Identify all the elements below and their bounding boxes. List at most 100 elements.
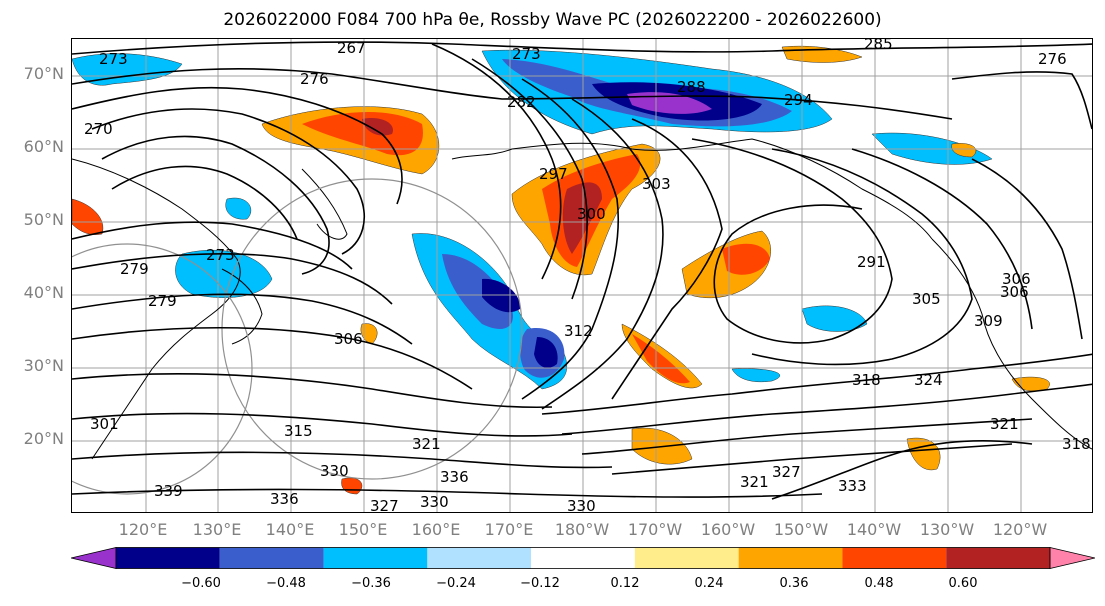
lon-label-170e: 170°E [484, 520, 534, 539]
positive-anomaly-small2 [341, 477, 363, 495]
lat-label-70n: 70°N [23, 64, 64, 83]
lon-label-140w: 140°W [846, 520, 902, 539]
contour-label: 279 [120, 260, 149, 278]
contour-label: 330 [420, 493, 449, 511]
contour-label: 303 [642, 175, 671, 193]
contour-label: 305 [912, 290, 941, 308]
colorbar-segment [842, 547, 947, 569]
shading-layer [72, 45, 1050, 495]
contour-label: 315 [284, 422, 313, 440]
colorbar-segment [634, 547, 739, 569]
coastline-kamchatka [301, 168, 348, 240]
positive-anomaly-small3 [951, 143, 977, 158]
contour-label: 324 [914, 371, 943, 389]
contour-label: 327 [370, 497, 399, 513]
positive-anomaly-west-pacific-core [362, 118, 393, 136]
colorbar-segment [219, 547, 324, 569]
contour-label: 333 [838, 477, 867, 495]
positive-anomaly-central-core [562, 182, 602, 254]
lon-label-120w: 120°W [992, 520, 1048, 539]
lon-label-170w: 170°W [627, 520, 683, 539]
lon-label-130w: 130°W [919, 520, 975, 539]
negative-anomaly-arctic-peak [627, 92, 712, 114]
contour-label: 273 [206, 246, 235, 264]
positive-anomaly-diagonal-inner [632, 334, 690, 384]
contour-label: 276 [1038, 50, 1067, 68]
positive-anomaly-far-east [906, 437, 941, 471]
contour-label: 276 [300, 70, 329, 88]
negative-anomaly-central-core [482, 278, 521, 313]
negative-anomaly-central-inner [442, 254, 513, 329]
map-panel: 267 273 273 276 270 285 282 288 294 276 … [71, 38, 1093, 513]
graticule [72, 39, 1092, 512]
colorbar-tick: 0.48 [864, 576, 894, 591]
positive-anomaly-east-inner [722, 243, 770, 275]
lon-label-140e: 140°E [265, 520, 315, 539]
contour-label: 321 [990, 415, 1019, 433]
theta-e-contours [72, 41, 1092, 500]
colorbar-segment [738, 547, 843, 569]
colorbar-segment [531, 547, 635, 569]
contour-label: 306 [1000, 283, 1029, 301]
contour-label: 321 [412, 435, 441, 453]
contour-label: 336 [270, 490, 299, 508]
contour-label: 309 [974, 312, 1003, 330]
colorbar-extend-low [71, 547, 117, 569]
lon-label-160e: 160°E [411, 520, 461, 539]
colorbar-tick: −0.12 [520, 576, 560, 591]
contour-label: 297 [539, 165, 568, 183]
contour-label: 306 [334, 330, 363, 348]
guide-arcs [72, 178, 523, 495]
contour-label: 339 [154, 482, 183, 500]
negative-anomaly-east2 [801, 305, 868, 332]
contour-label: 279 [148, 292, 177, 310]
negative-anomaly-south-core [534, 337, 558, 368]
positive-anomaly-west-edge [72, 198, 104, 235]
negative-anomaly-small1 [225, 197, 252, 220]
lat-label-60n: 60°N [23, 137, 64, 156]
contour-label: 294 [784, 91, 813, 109]
contour-label: 270 [84, 120, 113, 138]
lon-label-160w: 160°W [700, 520, 756, 539]
colorbar-tick: −0.24 [436, 576, 476, 591]
contour-label: 327 [772, 463, 801, 481]
map-svg: 267 273 273 276 270 285 282 288 294 276 … [72, 39, 1092, 513]
colorbar-tick: 0.36 [779, 576, 809, 591]
contour-label: 318 [852, 371, 881, 389]
contour-label: 312 [564, 322, 593, 340]
colorbar-segment [323, 547, 428, 569]
contour-label: 267 [337, 39, 366, 57]
colorbar-extend-high [1049, 547, 1095, 569]
negative-anomaly-small2 [731, 368, 780, 383]
contour-label: 273 [99, 50, 128, 68]
contour-label-layer: 267 273 273 276 270 285 282 288 294 276 … [84, 39, 1091, 513]
contour-label: 321 [740, 473, 769, 491]
coastline-siberia [451, 148, 513, 160]
colorbar-tick: −0.60 [181, 576, 221, 591]
lon-label-150w: 150°W [773, 520, 829, 539]
lat-label-30n: 30°N [23, 356, 64, 375]
colorbar [71, 547, 1095, 569]
coastline-north-america [931, 238, 1092, 450]
colorbar-segment [946, 547, 1050, 569]
contour-label: 288 [677, 78, 706, 96]
negative-anomaly-west [72, 53, 183, 86]
contour-label: 318 [1062, 435, 1091, 453]
contour-label: 336 [440, 468, 469, 486]
contour-label: 306 [1002, 270, 1031, 288]
contour-label: 291 [857, 253, 886, 271]
colorbar-tick: 0.60 [948, 576, 978, 591]
lat-label-50n: 50°N [23, 210, 64, 229]
lon-label-150e: 150°E [338, 520, 388, 539]
contour-label: 301 [90, 415, 119, 433]
colorbar-tick: −0.48 [266, 576, 306, 591]
contour-label: 330 [567, 497, 596, 513]
lon-label-180w: 180°W [554, 520, 610, 539]
coastline-japan [221, 268, 263, 345]
contour-label: 273 [512, 45, 541, 63]
colorbar-outline [115, 547, 1051, 569]
colorbar-tick: 0.24 [694, 576, 724, 591]
lat-label-20n: 20°N [23, 429, 64, 448]
lon-label-120e: 120°E [118, 520, 168, 539]
contour-label: 282 [507, 93, 536, 111]
